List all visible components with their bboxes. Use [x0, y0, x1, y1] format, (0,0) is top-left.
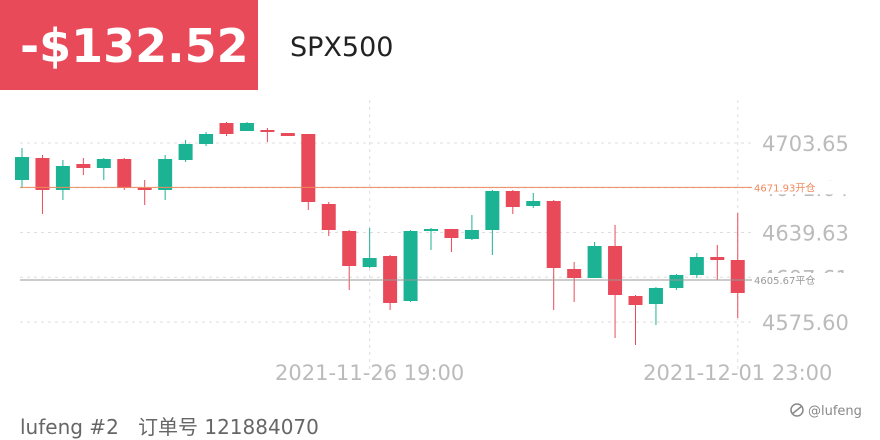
candle-body [260, 130, 275, 133]
position-label-bg [752, 272, 862, 287]
symbol: SPX500 [290, 32, 393, 63]
candle-body [730, 260, 745, 293]
candle-body [546, 200, 561, 268]
candle-body [567, 268, 582, 278]
x-tick-label: 2021-11-26 19:00 [275, 361, 464, 385]
candle-body [444, 228, 459, 238]
candle-body [485, 190, 500, 231]
candle-body [628, 296, 643, 306]
order-number: 订单号 121884070 [138, 415, 319, 439]
candle-body [280, 133, 295, 136]
candle-body [35, 158, 50, 190]
candle-body [219, 122, 234, 134]
candle-body [362, 258, 377, 267]
candle-body [321, 203, 336, 231]
pnl: -$132.52 [20, 19, 249, 73]
position-label: 4605.67平仓 [754, 274, 815, 287]
candle-body [669, 275, 684, 289]
x-tick-label: 2021-12-01 23:00 [643, 361, 832, 385]
candlestick-chart: 4703.654671.644639.634607.614575.602021-… [15, 100, 862, 385]
candle-body [137, 187, 152, 190]
candle-body [342, 230, 357, 266]
candle-body [710, 256, 725, 261]
candle-body [15, 156, 29, 180]
position-label-bg [752, 180, 862, 195]
candle-body [301, 133, 316, 202]
y-tick-label: 4639.63 [762, 222, 849, 246]
pnl-badge [0, 0, 258, 90]
account: lufeng #2 [20, 415, 119, 439]
watermark-icon [790, 403, 804, 417]
position-label: 4671.93开仓 [754, 181, 815, 194]
y-tick-label: 4575.60 [762, 311, 849, 335]
candle-body [199, 133, 214, 145]
candle-body [403, 230, 418, 301]
candle-body [424, 228, 438, 231]
candle-body [526, 200, 541, 206]
candle-body [648, 288, 663, 304]
candle-body [158, 158, 173, 190]
candle-body [117, 158, 132, 188]
candle-body [587, 246, 602, 278]
candle-body [505, 190, 520, 208]
candle-body [608, 246, 623, 295]
candle-body [55, 165, 70, 190]
candle-body [178, 144, 193, 161]
candle-body [689, 256, 704, 276]
candle-body [96, 158, 111, 168]
watermark: @lufeng [808, 404, 862, 419]
candle-body [76, 164, 91, 168]
candle-body [239, 122, 254, 132]
y-tick-label: 4703.65 [762, 132, 849, 156]
candle-body [464, 230, 479, 240]
